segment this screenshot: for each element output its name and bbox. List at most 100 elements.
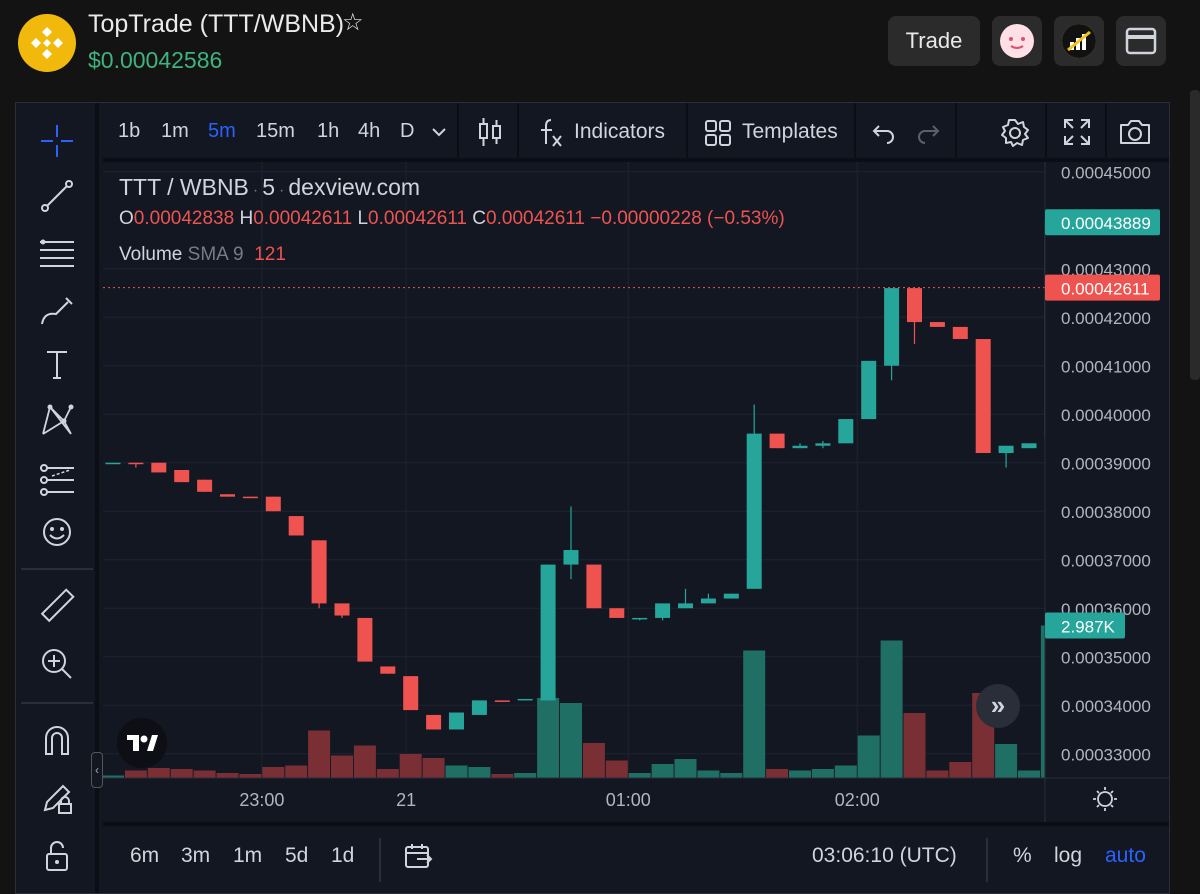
candles-icon[interactable]: [477, 116, 503, 148]
interval-1b[interactable]: 1b: [118, 120, 141, 142]
symbol-interval: 5: [262, 174, 276, 200]
y-tick-label: 0.00045000: [1061, 164, 1151, 183]
x-tick-label: 02:00: [835, 790, 880, 810]
scroll-to-realtime-button[interactable]: »: [976, 684, 1020, 728]
crosshair-icon[interactable]: [35, 119, 79, 163]
range-5d[interactable]: 5d: [285, 844, 309, 867]
undo-icon[interactable]: [871, 122, 897, 144]
candle-body: [494, 700, 510, 702]
redo-icon[interactable]: [915, 122, 941, 144]
zoom-in-icon[interactable]: [35, 642, 79, 686]
chart-app-button[interactable]: [1054, 16, 1104, 66]
range-1m[interactable]: 1m: [233, 844, 263, 867]
drawing-toolbar: [15, 102, 99, 894]
settings-gear-icon[interactable]: [999, 117, 1031, 149]
volume-label: Volume: [119, 244, 183, 265]
range-1d[interactable]: 1d: [331, 844, 355, 867]
interval-4h[interactable]: 4h: [358, 120, 381, 142]
candle-body: [311, 540, 327, 604]
current-price-label: 0.00042611: [1061, 280, 1150, 299]
brush-icon[interactable]: [35, 288, 79, 332]
trend-line-icon[interactable]: [35, 174, 79, 218]
page-scrollbar[interactable]: [1190, 90, 1200, 380]
toolbar-divider: [955, 102, 957, 162]
volume-bar: [262, 767, 285, 778]
wallet-button[interactable]: [1116, 16, 1166, 66]
prediction-icon[interactable]: [35, 456, 79, 500]
interval-5m[interactable]: 5m: [208, 120, 236, 142]
candle-body: [907, 288, 922, 323]
candle-body: [586, 564, 602, 609]
volume-bar: [331, 755, 353, 778]
toolbar-divider: [517, 102, 519, 162]
interval-15m[interactable]: 15m: [256, 120, 295, 142]
log-toggle[interactable]: log: [1054, 844, 1083, 867]
y-tick-label: 0.00041000: [1061, 358, 1151, 377]
trade-button[interactable]: Trade: [888, 16, 980, 66]
chevron-down-icon[interactable]: [431, 126, 447, 138]
high-label: H: [239, 208, 254, 229]
date-range-icon[interactable]: [403, 842, 433, 870]
price-axis[interactable]: [1045, 162, 1170, 778]
lock-drawing-icon[interactable]: [35, 776, 79, 820]
pair-title: TopTrade (TTT/WBNB): [88, 10, 345, 38]
unlock-icon[interactable]: [35, 834, 79, 878]
y-tick-label: 0.00042000: [1061, 309, 1151, 328]
volume-bar: [170, 769, 193, 778]
interval-d[interactable]: D: [400, 120, 415, 142]
low-value: 0.00042611: [368, 208, 468, 229]
pancake-icon: [1000, 24, 1034, 58]
fx-icon[interactable]: [537, 116, 563, 148]
volume-bar: [1018, 770, 1040, 778]
toolbar-divider: [854, 102, 856, 162]
candle-body: [334, 603, 350, 616]
percent-toggle[interactable]: %: [1013, 844, 1032, 867]
volume-bar: [491, 774, 514, 778]
candle-body: [838, 419, 854, 444]
page-header: TopTrade (TTT/WBNB) ☆ $0.00042586 Trade: [0, 0, 1200, 100]
candle-body: [792, 445, 808, 449]
tradingview-logo-icon[interactable]: [117, 718, 167, 768]
volume-bar: [468, 767, 491, 778]
candle-body: [975, 339, 991, 454]
interval-1h[interactable]: 1h: [317, 120, 340, 142]
close-value: 0.00042611: [486, 208, 586, 229]
fib-lines-icon[interactable]: [35, 230, 79, 274]
volume-bar: [147, 768, 170, 778]
axis-settings-icon[interactable]: [1093, 787, 1117, 811]
volume-bar: [216, 773, 239, 778]
candle-body: [563, 550, 579, 565]
ruler-icon[interactable]: [35, 584, 79, 628]
auto-toggle[interactable]: auto: [1105, 844, 1146, 867]
emoji-icon[interactable]: [35, 510, 79, 554]
x-tick-label: 23:00: [239, 790, 284, 810]
collapse-toolbar-button[interactable]: ‹: [91, 752, 103, 788]
candle-body: [952, 326, 968, 340]
price-chart[interactable]: 0.000450000.000430000.000420000.00041000…: [103, 162, 1170, 822]
toolbar-divider: [379, 838, 381, 882]
volume-bar: [834, 765, 857, 778]
favorite-star-icon[interactable]: ☆: [342, 9, 364, 36]
magnet-icon[interactable]: [35, 718, 79, 762]
pattern-icon[interactable]: [35, 398, 79, 442]
templates-button[interactable]: Templates: [742, 120, 838, 143]
indicators-button[interactable]: Indicators: [574, 120, 666, 143]
volume-bar: [103, 775, 124, 778]
candle-body: [723, 593, 739, 599]
text-icon[interactable]: [35, 342, 79, 386]
interval-1m[interactable]: 1m: [161, 120, 189, 142]
bottom-toolbar: 6m 3m 1m 5d 1d 03:06:10 (UTC) % log auto: [103, 822, 1170, 894]
candle-body: [128, 462, 144, 465]
current-price: $0.00042586: [88, 47, 223, 73]
templates-icon[interactable]: [704, 119, 732, 147]
range-6m[interactable]: 6m: [130, 844, 160, 867]
fullscreen-icon[interactable]: [1063, 118, 1091, 146]
utc-time[interactable]: 03:06:10 (UTC): [812, 844, 957, 867]
camera-icon[interactable]: [1118, 118, 1152, 146]
volume-bar: [674, 759, 697, 778]
pancake-swap-button[interactable]: [992, 16, 1042, 66]
range-3m[interactable]: 3m: [181, 844, 211, 867]
close-label: C: [472, 208, 487, 229]
toolbar-divider: [457, 102, 459, 162]
candle-body: [380, 666, 396, 674]
